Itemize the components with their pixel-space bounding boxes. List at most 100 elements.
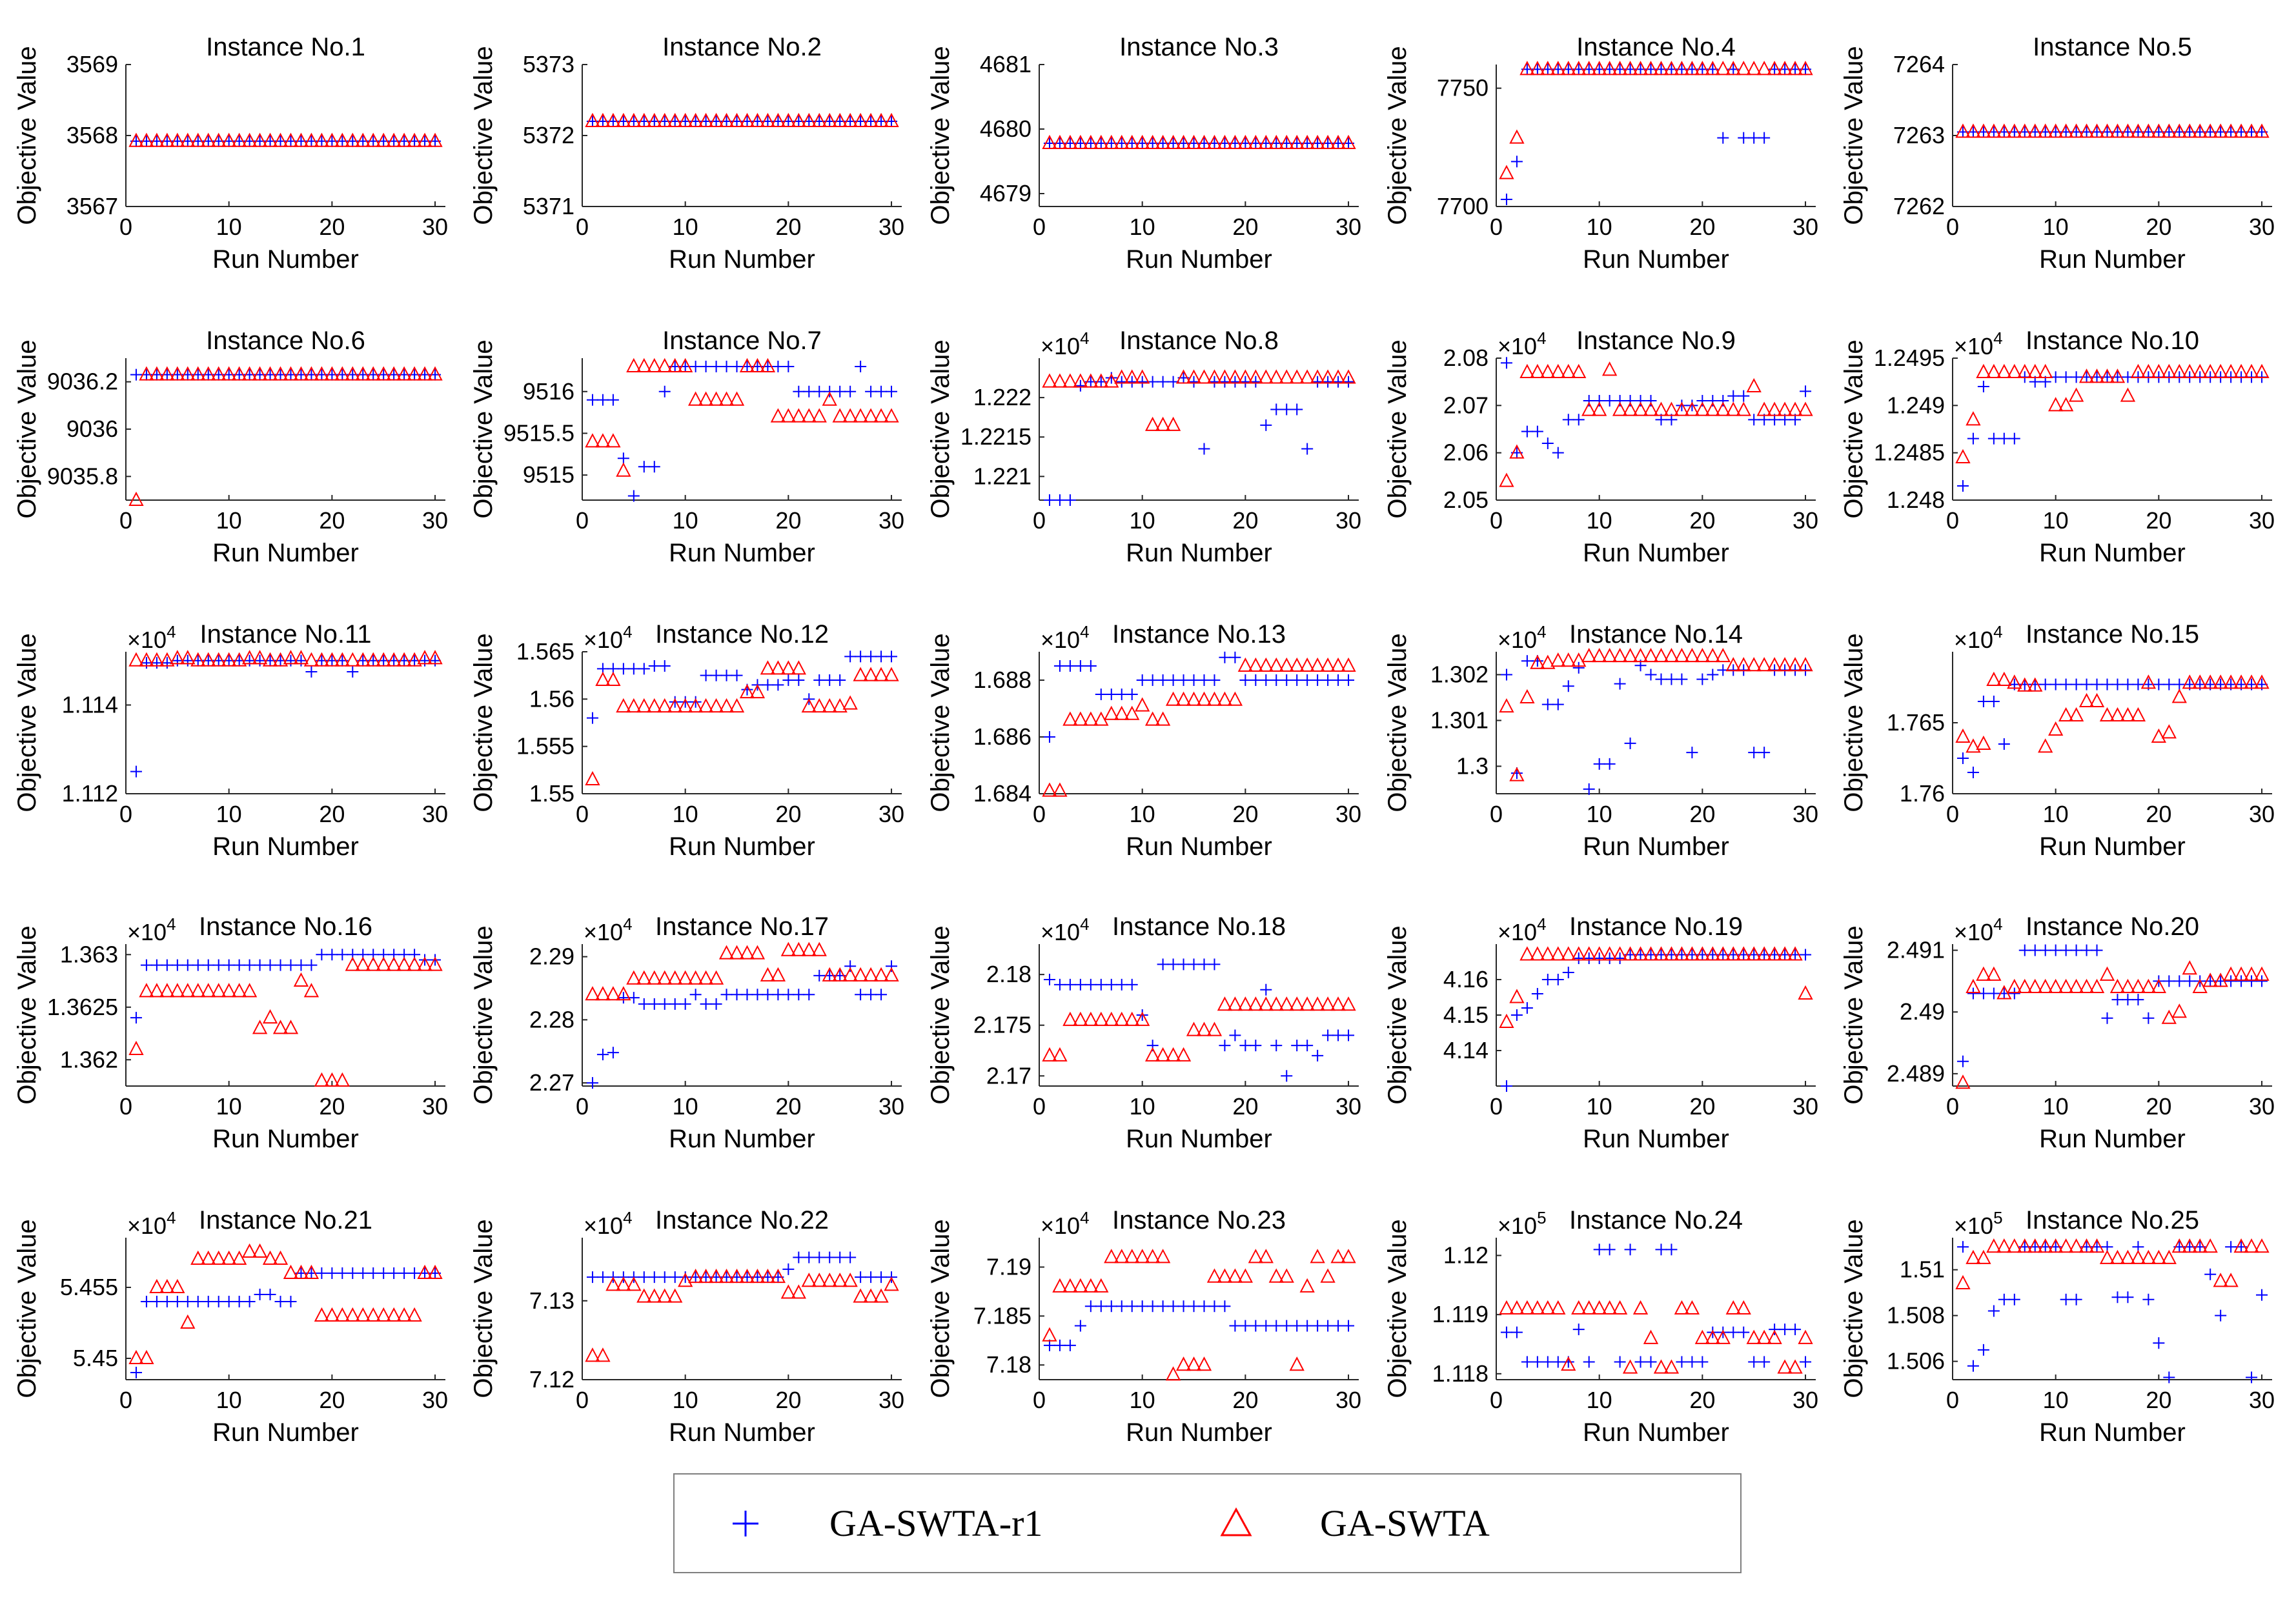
triangle-marker	[1175, 691, 1192, 706]
subplot-24: 0 10 20 30 1.118 1.119 1.12 ×105 Instance No.24 R…	[1383, 1206, 1818, 1447]
triangle-marker	[314, 1072, 330, 1087]
triangle-marker	[1341, 369, 1356, 384]
triangle-marker	[1237, 996, 1254, 1011]
triangle-marker	[231, 366, 247, 381]
triangle-marker	[1155, 711, 1171, 726]
triangle-marker	[2089, 978, 2105, 993]
x-tick-label: 30	[2249, 507, 2275, 534]
plus-marker	[607, 394, 619, 406]
plus-marker	[1312, 674, 1324, 686]
x-tick-label: 30	[1793, 1387, 1818, 1413]
triangle-marker	[698, 970, 714, 985]
triangle-marker	[1330, 134, 1346, 149]
plus-marker	[1260, 1320, 1272, 1332]
triangle-marker	[386, 1307, 401, 1322]
plus-marker	[2049, 944, 2062, 956]
plus-marker	[855, 1271, 867, 1284]
triangle-marker	[283, 132, 299, 147]
x-tick-label: 30	[1336, 1387, 1361, 1413]
triangle-marker	[2120, 978, 2136, 993]
triangle-marker	[708, 970, 724, 985]
x-tick-label: 30	[879, 1093, 904, 1120]
exponent-power: 4	[1993, 328, 2002, 348]
y-tick-label: 7263	[1893, 122, 1945, 148]
triangle-marker	[1289, 657, 1305, 672]
triangle-marker	[1653, 1359, 1669, 1374]
triangle-marker	[376, 652, 391, 667]
triangle-marker	[1694, 946, 1711, 961]
plus-marker	[243, 654, 256, 667]
plus-marker	[617, 452, 629, 465]
x-tick-label: 10	[2043, 1387, 2069, 1413]
plus-marker	[2111, 1291, 2124, 1304]
exponent-power: 4	[1537, 328, 1546, 348]
plus-marker	[1260, 983, 1272, 996]
triangle-marker	[1248, 1249, 1263, 1264]
triangle-marker	[1299, 369, 1315, 384]
exponent-power: 4	[1993, 914, 2002, 934]
y-tick-label: 1.363	[60, 941, 118, 967]
exponent-power: 4	[1537, 914, 1546, 934]
y-tick-label: 4.16	[1443, 966, 1488, 992]
plus-marker	[367, 1267, 380, 1279]
plus-marker	[1281, 1070, 1293, 1082]
exponent-base: ×10	[1498, 919, 1537, 945]
triangle-marker	[822, 112, 837, 127]
triangle-marker	[1622, 61, 1638, 76]
triangle-marker	[636, 357, 652, 372]
plus-marker	[2163, 975, 2175, 987]
y-tick-label: 1.3625	[47, 994, 118, 1020]
triangle-marker	[1093, 1278, 1109, 1293]
triangle-marker	[180, 983, 196, 998]
triangle-marker	[1217, 1268, 1233, 1283]
triangle-marker	[1715, 946, 1731, 961]
x-tick-label: 20	[319, 1387, 345, 1413]
y-axis-label: Objective Value	[1840, 633, 1868, 812]
exponent-base: ×10	[1041, 333, 1080, 359]
plus-marker	[2204, 1268, 2217, 1280]
plus-marker	[1614, 678, 1626, 690]
triangle-marker	[1663, 401, 1680, 416]
plus-marker	[1281, 674, 1293, 686]
triangle-marker	[2151, 123, 2167, 138]
subplot-title: Instance No.11	[199, 620, 371, 649]
plus-marker	[1977, 381, 1989, 392]
triangle-marker	[801, 112, 817, 127]
triangle-marker	[355, 956, 371, 971]
triangle-marker	[791, 408, 806, 423]
plus-marker	[1115, 689, 1128, 700]
triangle-marker	[1299, 996, 1315, 1011]
plus-marker	[1281, 403, 1293, 416]
y-axis-label: Objective Value	[1840, 1219, 1868, 1398]
triangle-marker	[1052, 782, 1068, 797]
legend-label: GA-SWTA	[1320, 1502, 1490, 1544]
y-axis-label: Objective Value	[1383, 633, 1412, 812]
plus-marker	[171, 654, 183, 667]
y-exponent-label: ×104	[127, 622, 176, 653]
triangle-marker	[1227, 134, 1243, 149]
triangle-marker	[1777, 401, 1793, 416]
plus-marker	[130, 368, 142, 381]
plus-marker	[1095, 1300, 1107, 1313]
triangle-marker	[780, 660, 797, 675]
triangle-marker	[791, 1284, 806, 1299]
triangle-marker	[1310, 369, 1325, 384]
y-tick-label: 2.49	[1900, 998, 1945, 1025]
triangle-marker	[605, 433, 621, 448]
triangle-marker	[1093, 1011, 1109, 1026]
triangle-marker	[345, 1307, 360, 1322]
x-tick-label: 10	[216, 507, 242, 534]
x-tick-label: 0	[1033, 507, 1046, 534]
triangle-marker	[2120, 387, 2136, 402]
triangle-marker	[1663, 647, 1680, 663]
plus-marker	[617, 992, 629, 1004]
triangle-marker	[190, 652, 206, 667]
plus-marker	[1562, 414, 1574, 426]
triangle-marker	[1073, 373, 1088, 388]
y-axis-label: Objective Value	[1383, 339, 1412, 518]
plus-marker	[1531, 1356, 1543, 1368]
plus-marker	[648, 660, 660, 672]
triangle-marker	[272, 652, 289, 667]
plus-marker	[1177, 958, 1190, 971]
triangle-marker	[2058, 707, 2074, 721]
